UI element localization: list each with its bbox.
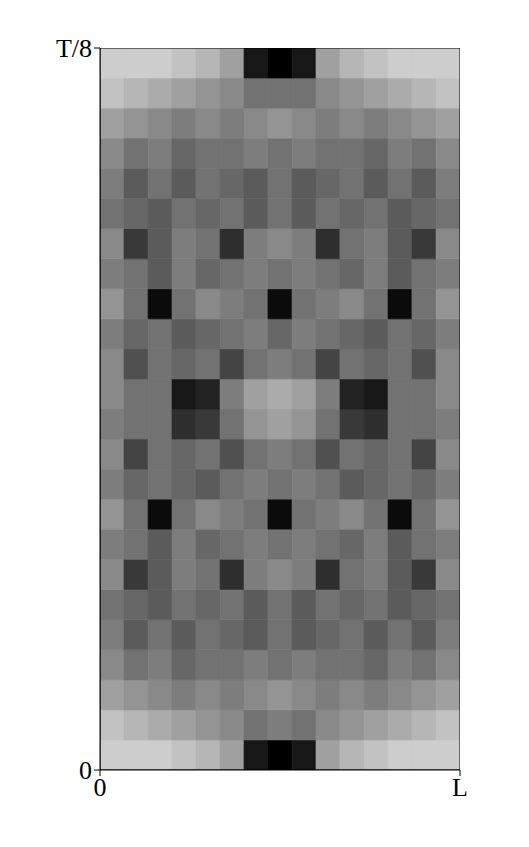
svg-text:0: 0 (94, 773, 107, 802)
svg-text:T/8: T/8 (56, 34, 92, 63)
svg-text:0: 0 (79, 756, 92, 785)
svg-text:L: L (452, 773, 468, 802)
